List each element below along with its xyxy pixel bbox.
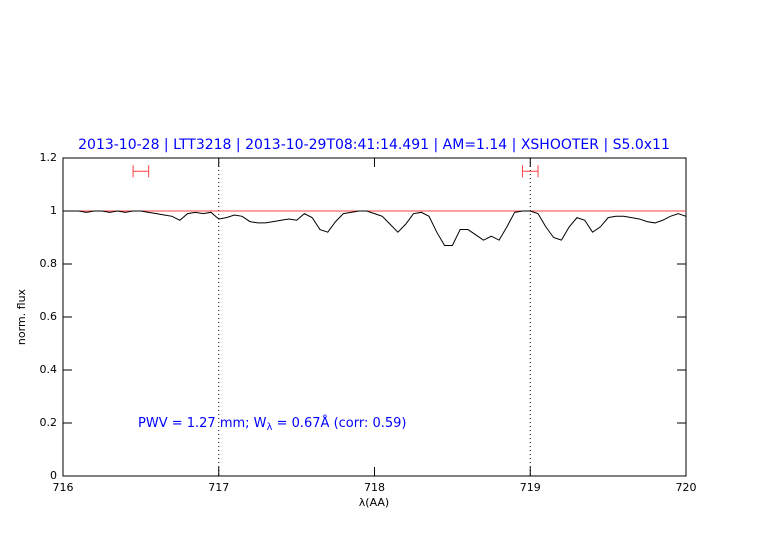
x-tick-label: 719 xyxy=(520,481,541,494)
y-tick-label: 1 xyxy=(50,204,57,217)
x-axis-label: λ(AA) xyxy=(359,496,389,509)
annotation-part: = 0.67Å (corr: 0.59) xyxy=(272,415,406,431)
range-marker xyxy=(132,165,150,178)
x-tick-label: 720 xyxy=(676,481,697,494)
annotation-part: PWV = 1.27 mm; W xyxy=(138,416,267,431)
x-tick-label: 718 xyxy=(364,481,385,494)
y-tick-label: 0.8 xyxy=(40,257,58,270)
y-tick-label: 0.4 xyxy=(40,363,58,376)
y-tick-label: 0.2 xyxy=(40,416,58,429)
spectrum-line xyxy=(63,210,687,246)
y-axis-label: norm. flux xyxy=(15,288,28,345)
x-tick-label: 716 xyxy=(53,481,74,494)
x-tick-label: 717 xyxy=(208,481,229,494)
annotation: PWV = 1.27 mm; Wλ = 0.67Å (corr: 0.59) xyxy=(138,415,407,434)
annotation-part: λ xyxy=(267,422,273,433)
y-tick-label: 0 xyxy=(50,469,57,482)
y-tick-label: 1.2 xyxy=(40,151,58,164)
y-tick-label: 0.6 xyxy=(40,310,58,323)
chart-title: 2013-10-28 | LTT3218 | 2013-10-29T08:41:… xyxy=(78,137,670,153)
range-marker xyxy=(521,165,539,178)
